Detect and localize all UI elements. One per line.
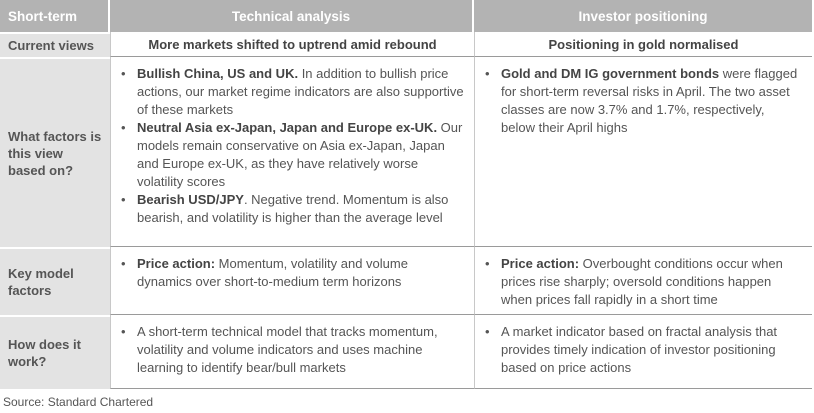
bullet-text: Momentum, volatility and volume dynamics… xyxy=(137,256,408,289)
row-label-how: How does it work? xyxy=(0,315,110,389)
bullet-item: • Price action: Momentum, volatility and … xyxy=(121,255,464,291)
bullet-text: Our models remain conservative on Asia e… xyxy=(137,120,463,189)
bullet-dot: • xyxy=(121,66,126,81)
bullet-dot: • xyxy=(121,120,126,135)
row-label-key-factors: Key model factors xyxy=(0,247,110,315)
row-label-how-text: How does it work? xyxy=(8,337,81,369)
bullet-bold-text: Price action: xyxy=(137,256,216,271)
technical-current-view: More markets shifted to uptrend amid reb… xyxy=(110,32,474,57)
bullet-text: A market indicator based on fractal anal… xyxy=(501,324,778,375)
bullet-dot: • xyxy=(485,66,490,81)
bullet-dot: • xyxy=(485,324,490,339)
row-label-factors-text: What factors is this view based on? xyxy=(8,128,102,178)
bullet-dot: • xyxy=(121,192,126,207)
bullet-item: • A short-term technical model that track… xyxy=(121,323,464,377)
header-investor-positioning: Investor positioning xyxy=(474,0,812,32)
technical-key-factors: • Price action: Momentum, volatility and … xyxy=(110,247,474,315)
bullet-text: A short-term technical model that tracks… xyxy=(137,324,438,375)
bullet-bold-text: Bearish USD/JPY xyxy=(137,192,244,207)
bullet-item: • A market indicator based on fractal ana… xyxy=(485,323,802,377)
technical-how: • A short-term technical model that track… xyxy=(110,315,474,389)
positioning-how: • A market indicator based on fractal ana… xyxy=(474,315,812,389)
bullet-text: In addition to bullish price actions, ou… xyxy=(137,66,464,117)
bullet-item: • Price action: Overbought conditions occ… xyxy=(485,255,802,309)
row-label-key-factors-text: Key model factors xyxy=(8,266,74,298)
header-technical-analysis: Technical analysis xyxy=(110,0,474,32)
positioning-key-factors: • Price action: Overbought conditions occ… xyxy=(474,247,812,315)
bullet-bold-text: Price action: xyxy=(501,256,580,271)
bullet-dot: • xyxy=(485,256,490,271)
bullet-text: . Negative trend. Momentum is also beari… xyxy=(137,192,449,225)
bullet-bold-text: Gold and DM IG government bonds xyxy=(501,66,720,81)
positioning-factors: • Gold and DM IG government bonds were fl… xyxy=(474,57,812,247)
bullet-item: • Bearish USD/JPY. Negative trend. Moment… xyxy=(121,191,464,227)
source-note: Source: Standard Chartered xyxy=(3,395,154,409)
bullet-bold-text: Bullish China, US and UK. xyxy=(137,66,299,81)
bullet-dot: • xyxy=(121,256,126,271)
positioning-current-view: Positioning in gold normalised xyxy=(474,32,812,57)
row-label-current-views: Current views xyxy=(0,32,110,57)
bullet-item: • Neutral Asia ex-Japan, Japan and Europe… xyxy=(121,119,464,191)
bullet-dot: • xyxy=(121,324,126,339)
comparison-table: Short-term Technical analysis Investor p… xyxy=(0,0,812,389)
bullet-item: • Gold and DM IG government bonds were fl… xyxy=(485,65,802,137)
bullet-item: • Bullish China, US and UK. In addition t… xyxy=(121,65,464,119)
technical-factors: • Bullish China, US and UK. In addition t… xyxy=(110,57,474,247)
row-label-factors: What factors is this view based on? xyxy=(0,57,110,247)
bullet-text: Overbought conditions occur when prices … xyxy=(501,256,783,307)
bullet-bold-text: Neutral Asia ex-Japan, Japan and Europe … xyxy=(137,120,438,135)
header-short-term: Short-term xyxy=(0,0,110,32)
bullet-text: were flagged for short-term reversal ris… xyxy=(501,66,798,135)
